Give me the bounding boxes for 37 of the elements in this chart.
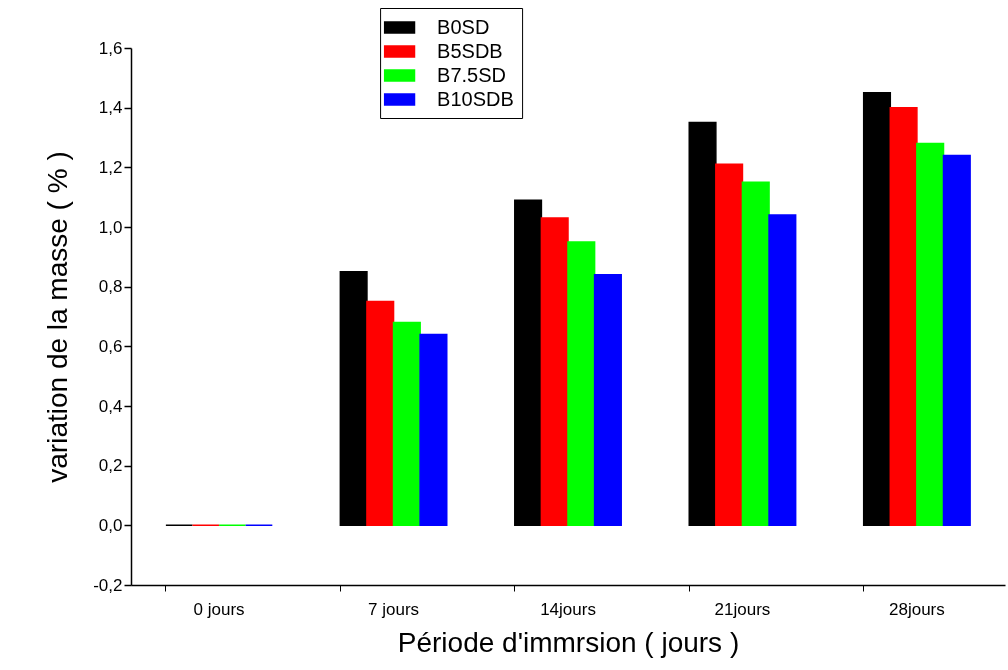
bar [567, 241, 596, 527]
y-tick-label: 1,6 [98, 38, 123, 58]
legend-label: B7.5SD [437, 63, 507, 86]
bar [593, 273, 622, 527]
x-tick-label: 14jours [540, 599, 596, 619]
x-axis-title: Période d'immrsion ( jours ) [397, 626, 740, 658]
y-axis-title: variation de la masse ( % ) [42, 151, 74, 483]
bar [916, 142, 945, 527]
legend-label: B10SDB [437, 87, 514, 110]
y-tick-label: 0,4 [98, 396, 123, 416]
y-tick-label: 0,2 [98, 456, 123, 476]
y-tick-label: -0,2 [93, 575, 123, 595]
bar [419, 333, 448, 527]
bar [366, 300, 395, 527]
x-tick-label: 0 jours [193, 599, 245, 619]
bar [862, 92, 892, 527]
bar [339, 271, 368, 527]
legend-label: B0SD [437, 15, 490, 38]
bar [889, 106, 918, 527]
y-tick-label: 1,4 [98, 98, 123, 118]
x-tick-label: 7 jours [368, 599, 420, 619]
bar [514, 199, 543, 527]
bar [715, 163, 744, 527]
y-tick-label: 1,0 [98, 217, 123, 237]
x-tick-label: 28jours [889, 599, 945, 619]
y-tick-label: 0,8 [98, 277, 123, 297]
bar [768, 214, 797, 527]
bar [688, 121, 717, 527]
bar [392, 321, 421, 527]
y-tick-label: 1,2 [98, 157, 123, 177]
y-tick-label: 0,6 [98, 336, 123, 356]
y-tick-label: 0,0 [98, 515, 123, 535]
x-tick-label: 21jours [714, 599, 771, 619]
bar [741, 181, 770, 527]
bar [540, 217, 569, 527]
legend-label: B5SDB [437, 39, 503, 62]
bar [942, 154, 971, 527]
